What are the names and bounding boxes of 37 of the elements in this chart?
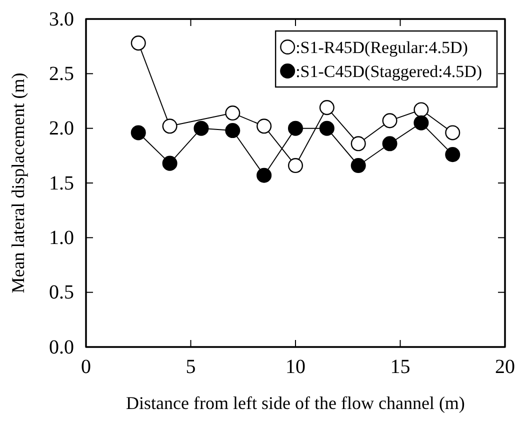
y-tick-label: 0.0 [49, 336, 74, 358]
y-axis-title: Mean lateral displacement (m) [8, 72, 28, 294]
x-tick-label: 15 [390, 356, 410, 378]
x-axis-title: Distance from left side of the flow channel (m) [126, 393, 465, 413]
point [445, 147, 460, 162]
x-tick-label: 5 [186, 356, 196, 378]
legend-label: :S1-C45D(Staggered:4.5D) [296, 62, 482, 81]
y-tick-label: 2.5 [49, 63, 74, 86]
point [445, 125, 460, 140]
x-tick-label: 0 [81, 356, 91, 378]
point [414, 115, 429, 130]
point [319, 120, 334, 136]
point [130, 125, 146, 140]
point [162, 118, 178, 134]
point [350, 158, 366, 174]
point [288, 158, 304, 174]
point [256, 118, 272, 134]
point [288, 120, 304, 136]
y-tick-label: 1.5 [49, 172, 74, 194]
point [382, 136, 398, 152]
point [194, 120, 209, 136]
y-tick-label: 1.0 [49, 227, 74, 250]
point [162, 156, 178, 171]
y-tick-label: 3.0 [49, 8, 74, 30]
y-tick-label: 0.5 [49, 282, 74, 304]
legend-label: :S1-R45D(Regular:4.5D) [296, 38, 468, 57]
point [130, 36, 146, 51]
point [319, 100, 334, 116]
point [256, 168, 272, 183]
point [225, 123, 240, 138]
point [382, 113, 398, 128]
point [414, 102, 429, 118]
x-tick-label: 10 [286, 356, 306, 378]
point [225, 106, 240, 121]
x-tick-label: 20 [495, 356, 515, 378]
y-tick-label: 2.0 [49, 118, 74, 140]
point [350, 136, 366, 152]
